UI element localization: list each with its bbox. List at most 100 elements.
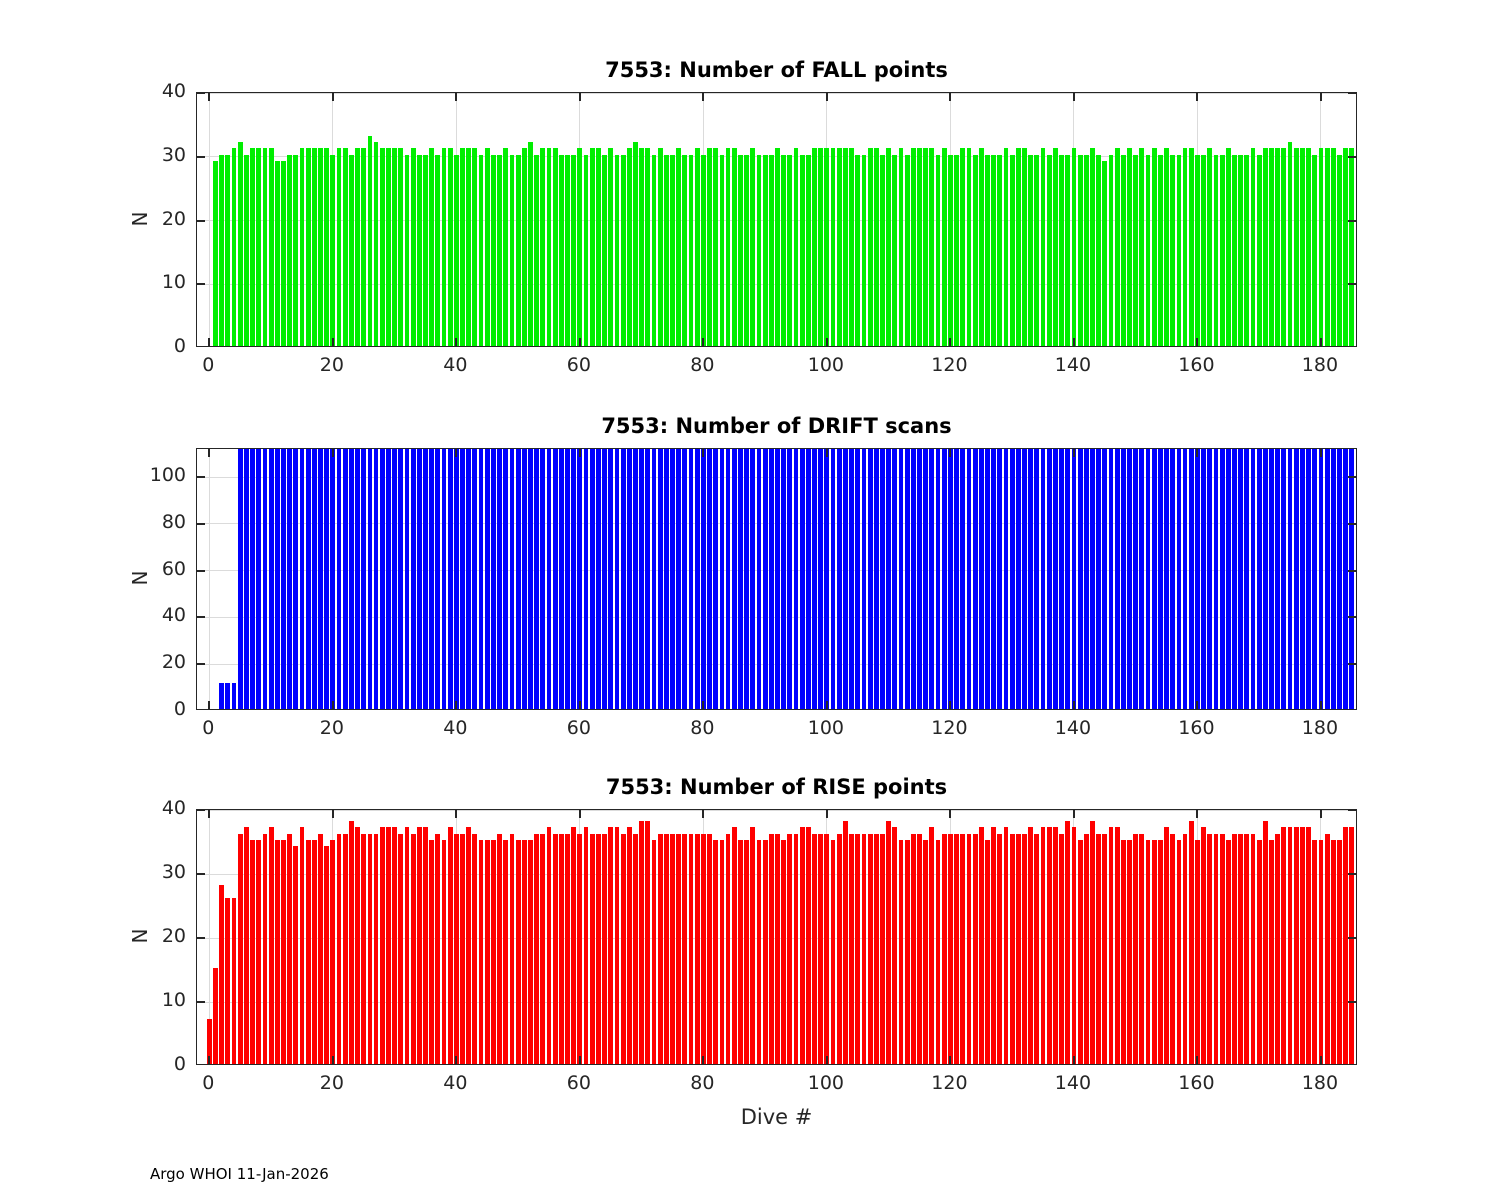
- bar: [491, 154, 496, 346]
- bar: [1065, 154, 1071, 346]
- x-tick-label: 40: [443, 1072, 468, 1094]
- bar: [1337, 449, 1342, 709]
- bar: [1003, 827, 1009, 1064]
- x-tick-label: 80: [690, 717, 715, 739]
- bar: [1349, 148, 1355, 346]
- bar: [1250, 148, 1256, 346]
- bar: [855, 154, 861, 346]
- bar: [707, 148, 712, 346]
- bar: [731, 827, 737, 1064]
- bar: [1256, 840, 1262, 1064]
- axis-tick: [1348, 663, 1356, 666]
- bar: [954, 833, 959, 1064]
- bar: [904, 154, 910, 346]
- bar: [614, 449, 620, 709]
- bar: [503, 449, 509, 709]
- bar: [1182, 449, 1188, 709]
- bar: [886, 449, 892, 709]
- axis-tick: [1348, 219, 1356, 222]
- bar: [404, 827, 410, 1064]
- bar: [472, 833, 478, 1064]
- x-tick-label: 160: [1178, 1072, 1215, 1094]
- bar: [676, 148, 682, 346]
- bar: [1238, 833, 1244, 1064]
- bar: [886, 148, 892, 346]
- bar: [1176, 154, 1182, 346]
- bar: [1312, 840, 1318, 1064]
- bar: [873, 833, 879, 1064]
- bar: [997, 154, 1003, 346]
- bar: [219, 884, 225, 1064]
- bar: [1306, 148, 1311, 346]
- bar: [694, 449, 700, 709]
- bar: [1188, 148, 1194, 346]
- bar: [447, 449, 453, 709]
- axis-tick: [949, 701, 952, 709]
- bar: [1040, 827, 1046, 1064]
- bar: [731, 449, 737, 709]
- bar: [274, 840, 280, 1064]
- bar: [707, 449, 712, 709]
- bar: [700, 154, 706, 346]
- bar: [552, 833, 558, 1064]
- bar: [1114, 148, 1120, 346]
- bar: [565, 449, 570, 709]
- bar: [904, 840, 910, 1064]
- bar: [583, 827, 589, 1064]
- bar: [231, 683, 237, 709]
- bar: [1164, 449, 1169, 709]
- bar: [1015, 449, 1021, 709]
- bar: [293, 846, 299, 1064]
- bar: [663, 833, 669, 1064]
- bar: [867, 833, 873, 1064]
- bar: [917, 449, 922, 709]
- bar: [620, 833, 626, 1064]
- axis-tick: [197, 1001, 205, 1003]
- bar: [1133, 833, 1139, 1064]
- bar: [429, 449, 435, 709]
- bar: [1318, 840, 1324, 1064]
- bar: [608, 827, 614, 1064]
- bar: [1170, 449, 1176, 709]
- bar: [1343, 449, 1349, 709]
- bar: [1349, 827, 1355, 1064]
- bar: [1133, 154, 1139, 346]
- x-tick-label: 160: [1178, 354, 1215, 376]
- bar: [873, 449, 879, 709]
- bar: [379, 148, 385, 346]
- bar: [398, 148, 404, 346]
- bar: [855, 833, 861, 1064]
- x-tick-label: 100: [807, 354, 845, 376]
- axis-tick: [1348, 873, 1356, 875]
- bar: [651, 840, 657, 1064]
- axis-tick: [949, 1056, 952, 1064]
- bar: [991, 154, 997, 346]
- bar: [805, 827, 811, 1064]
- bar: [843, 449, 848, 709]
- bar: [917, 833, 922, 1064]
- bar: [281, 161, 286, 346]
- bar: [1244, 154, 1250, 346]
- bar: [361, 449, 367, 709]
- bar: [1046, 154, 1052, 346]
- axis-tick: [455, 338, 458, 346]
- bar: [1003, 449, 1009, 709]
- bar: [861, 449, 867, 709]
- bar: [1238, 449, 1244, 709]
- bar: [1170, 833, 1176, 1064]
- bar: [416, 154, 422, 346]
- axis-tick: [1348, 155, 1356, 158]
- bar: [639, 449, 645, 709]
- axis-tick: [702, 701, 705, 709]
- bar: [318, 833, 323, 1064]
- bar: [453, 154, 459, 346]
- bar: [873, 148, 879, 346]
- bar: [1090, 148, 1095, 346]
- bar: [521, 449, 527, 709]
- bar: [818, 449, 824, 709]
- bar: [1330, 840, 1336, 1064]
- bar: [1071, 827, 1077, 1064]
- bar: [948, 154, 953, 346]
- axis-tick: [197, 663, 205, 666]
- bar: [441, 449, 447, 709]
